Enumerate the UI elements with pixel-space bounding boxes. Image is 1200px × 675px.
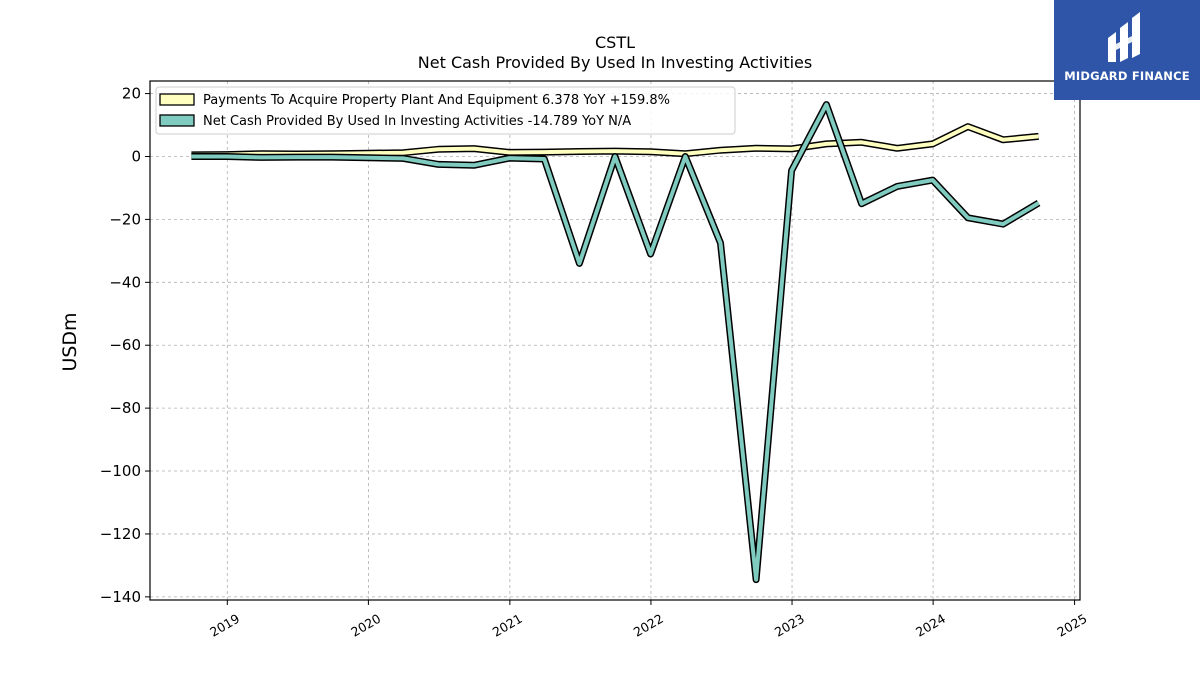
- plot-frame: [149, 80, 1081, 601]
- y-tick-label: −120: [100, 525, 141, 543]
- legend-swatch-investing: [159, 114, 195, 127]
- y-axis-label: USDm: [59, 312, 81, 371]
- legend: Payments To Acquire Property Plant And E…: [155, 86, 736, 135]
- midgard-logo: MIDGARD FINANCE: [1054, 0, 1200, 100]
- chart-title: CSTL: [595, 33, 635, 52]
- y-tick-label: −60: [109, 336, 141, 354]
- y-tick-label: −140: [100, 588, 141, 606]
- y-tick-label: −20: [109, 210, 141, 228]
- y-tick-label: −80: [109, 399, 141, 417]
- y-tick-label: 20: [122, 85, 141, 103]
- series-line-1: [191, 102, 1040, 582]
- y-axis: 20 0 −20 −40 −60 −80 −100 −120 −140: [100, 85, 150, 606]
- x-tick-label: 2023: [772, 611, 807, 640]
- legend-box: [155, 86, 736, 135]
- series-layer: [191, 101, 1041, 584]
- legend-swatch-ppe: [159, 93, 195, 106]
- x-tick-label: 2020: [348, 611, 383, 640]
- x-tick-label: 2019: [207, 611, 242, 640]
- x-axis: 2019 2020 2021 2022 2023 2024 2025: [207, 600, 1089, 640]
- x-tick-label: 2022: [631, 611, 666, 640]
- logo-text: MIDGARD FINANCE: [1064, 69, 1190, 83]
- x-tick-label: 2024: [913, 611, 948, 640]
- midgard-logo-icon: [1108, 12, 1140, 62]
- legend-label-ppe: Payments To Acquire Property Plant And E…: [203, 93, 670, 108]
- series-outline-1: [191, 101, 1041, 584]
- chart-subtitle: Net Cash Provided By Used In Investing A…: [418, 53, 812, 72]
- y-tick-label: −40: [109, 273, 141, 291]
- x-tick-label: 2025: [1054, 611, 1089, 640]
- legend-label-investing: Net Cash Provided By Used In Investing A…: [203, 114, 631, 129]
- x-tick-label: 2021: [490, 611, 525, 640]
- y-tick-label: −100: [100, 462, 141, 480]
- y-tick-label: 0: [131, 147, 141, 165]
